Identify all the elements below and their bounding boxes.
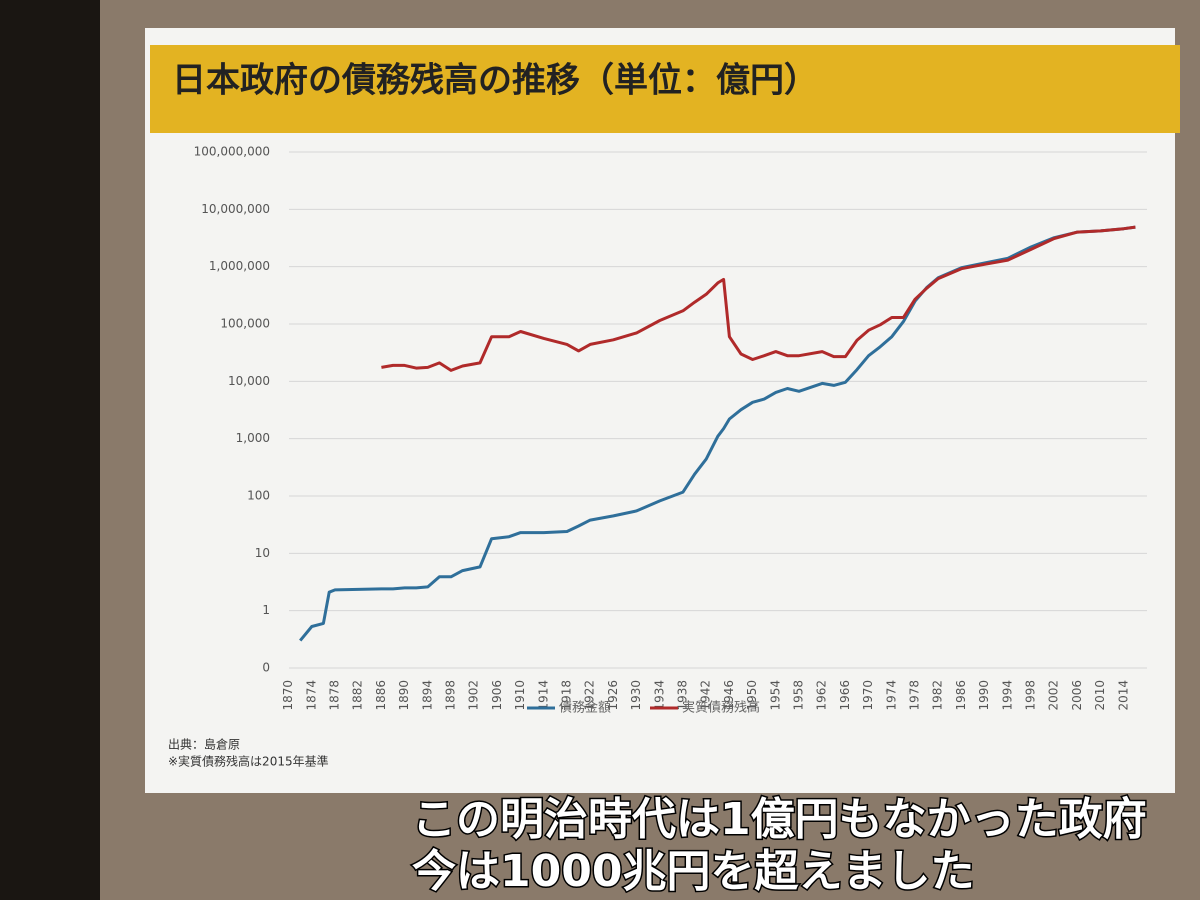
x-tick-label: 1970 [861,680,875,711]
y-tick-label: 1,000 [236,431,270,445]
series-line [381,225,1136,372]
legend-label: 実質債務残高 [682,700,760,716]
y-tick-label: 100,000,000 [194,145,270,159]
x-tick-label: 1914 [536,680,550,711]
caption: 今は1000兆円を超えました [412,846,974,897]
x-tick-label: 1898 [444,680,458,711]
x-tick-label: 1954 [768,680,782,711]
x-tick-label: 1930 [629,680,643,711]
slide [145,28,1175,793]
x-tick-label: 1982 [931,680,945,711]
x-tick-label: 1994 [1000,680,1014,711]
x-tick-label: 1946 [722,680,736,711]
x-tick-label: 1998 [1024,680,1038,711]
x-tick-label: 1962 [815,680,829,711]
y-tick-label: 10 [255,546,270,560]
x-tick-label: 2014 [1116,680,1130,711]
source-note: 出典：島倉原 [168,737,240,752]
y-tick-label: 10,000,000 [201,202,270,216]
x-tick-label: 1958 [792,680,806,711]
x-tick-label: 1942 [699,680,713,711]
x-tick-label: 1990 [977,680,991,711]
x-tick-label: 1950 [745,680,759,711]
x-tick-label: 2006 [1070,680,1084,711]
x-tick-label: 1906 [490,680,504,711]
y-tick-label: 100 [247,489,270,503]
title-bar [150,45,1180,133]
x-tick-label: 1974 [884,680,898,711]
y-tick-label: 0 [262,661,270,675]
plot: 0 1 10 100 1,000 10,000 100,000 1,000,000 10,000… [194,145,1147,716]
chart-title: 日本政府の債務残高の推移（単位：億円） [172,61,818,101]
base-note: ※実質債務残高は2015年基準 [168,754,329,769]
x-tick-label: 1918 [560,680,574,711]
x-tick-label: 1878 [328,680,342,711]
x-tick-label: 1934 [652,680,666,711]
legend-label: 債務金額 [559,700,611,716]
x-tick-label: 1922 [583,680,597,711]
x-tick-label: 1938 [676,680,690,711]
x-tick-label: 1910 [513,680,527,711]
y-tick-label: 1 [262,603,270,617]
x-tick-label: 1966 [838,680,852,711]
y-tick-label: 100,000 [220,317,270,331]
x-tick-label: 1874 [304,680,318,711]
x-tick-label: 1886 [374,680,388,711]
x-tick-label: 2010 [1093,680,1107,711]
x-tick-label: 1986 [954,680,968,711]
y-tick-label: 1,000,000 [209,259,270,273]
x-tick-label: 1926 [606,680,620,711]
x-tick-label: 1882 [351,680,365,711]
x-tick-label: 1978 [908,680,922,711]
x-tick-label: 1870 [281,680,295,711]
x-tick-label: 2002 [1047,680,1061,711]
x-tick-label: 1894 [420,680,434,711]
x-tick-label: 1890 [397,680,411,711]
y-tick-label: 10,000 [228,374,270,388]
caption: この明治時代は1億円もなかった政府 [412,794,1147,845]
x-tick-label: 1902 [467,680,481,711]
